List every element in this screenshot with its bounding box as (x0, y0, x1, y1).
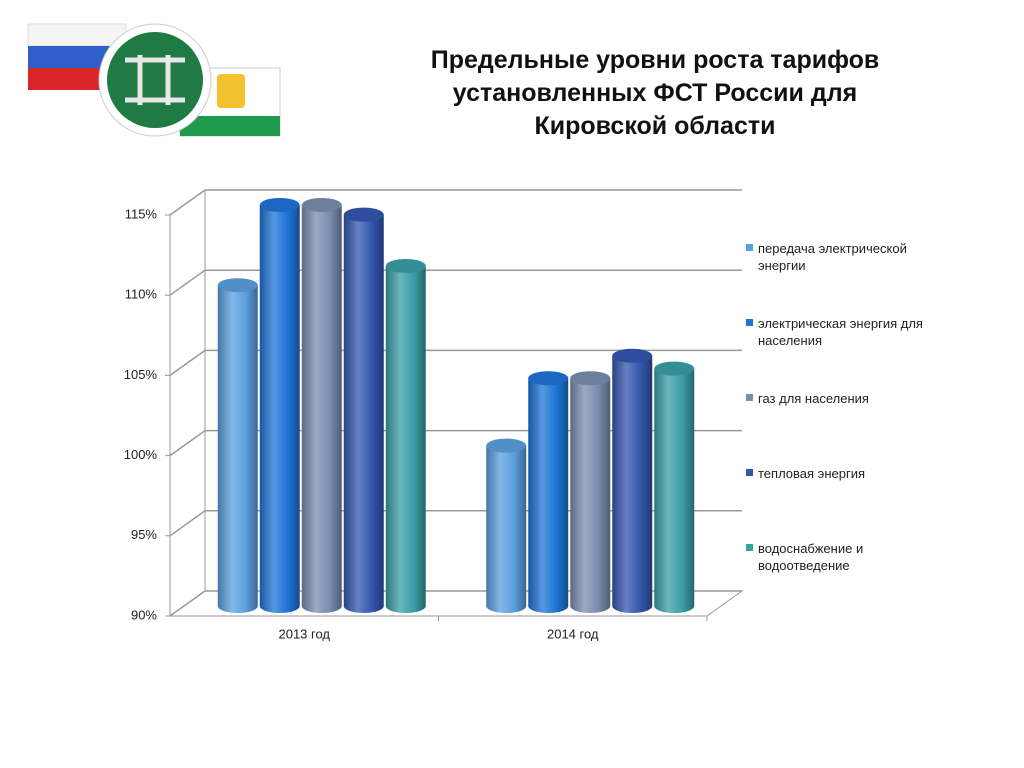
bar (528, 371, 569, 613)
bar (486, 438, 527, 613)
logo-circle (107, 32, 203, 128)
bar-body (528, 378, 569, 606)
legend-label: электрическая энергия для населения (758, 316, 923, 348)
bar-top (343, 207, 384, 222)
bar (259, 198, 300, 613)
bar-top (570, 371, 611, 386)
flag-white (27, 23, 127, 47)
bar-body (654, 368, 695, 606)
legend-swatch (746, 544, 753, 551)
logo (27, 23, 281, 137)
grid-line (169, 349, 742, 377)
legend-label: газ для населения (758, 391, 869, 406)
bar-top (654, 361, 695, 376)
bar-base (343, 599, 384, 613)
bar-body (612, 355, 653, 606)
bar-body (486, 445, 527, 606)
legend-label: тепловая энергия (758, 466, 865, 481)
y-tick-label: 95% (131, 527, 157, 542)
bar-body (259, 205, 300, 606)
chart-title: Предельные уровни роста тарифов установл… (430, 46, 880, 140)
bar-base (217, 599, 258, 613)
bar-top (301, 198, 342, 212)
y-tick-label: 110% (125, 287, 158, 302)
x-tick-label: 2013 год (278, 626, 330, 641)
y-tick-label: 100% (124, 447, 158, 462)
y-tick-label: 90% (131, 607, 157, 622)
bar-base (570, 599, 611, 613)
legend-swatch (746, 319, 753, 326)
grid-line (169, 189, 742, 216)
bar-body (217, 285, 258, 606)
bar-top (612, 348, 653, 363)
bar (217, 278, 258, 613)
bar-base (528, 599, 569, 613)
bar-body (385, 265, 426, 606)
x-tick-label: 2014 год (547, 626, 599, 641)
bar-top (528, 371, 569, 386)
bar-body (570, 378, 611, 606)
legend-swatch (746, 244, 753, 251)
bar-body (301, 205, 342, 606)
bar-base (259, 599, 300, 613)
bar-top (385, 258, 426, 273)
legend-entry: передача электрической энергии (746, 240, 943, 274)
legend-entry: электрическая энергия для населения (746, 315, 943, 349)
legend-entry: тепловая энергия (746, 465, 943, 482)
coat-of-arms (217, 74, 245, 108)
legend-label: передача электрической энергии (758, 241, 907, 273)
bar-top (486, 438, 527, 453)
legend-label: водоснабжение и водоотведение (758, 541, 864, 573)
legend-entry: водоснабжение и водоотведение (746, 540, 943, 574)
bar-base (301, 599, 342, 613)
bar (301, 198, 342, 613)
y-tick-label: 105% (124, 367, 158, 382)
bar (343, 207, 384, 613)
bar-top (259, 198, 300, 212)
bar-top (217, 278, 258, 293)
bar-base (612, 599, 653, 613)
grid-line (169, 269, 742, 296)
bar-base (385, 599, 426, 613)
legend-entry: газ для населения (746, 390, 943, 407)
bar-base (486, 599, 527, 613)
bar (570, 371, 611, 613)
bar (612, 348, 653, 613)
bar-body (343, 214, 384, 606)
bar-base (654, 599, 695, 613)
bar (654, 361, 695, 613)
bar (385, 258, 426, 613)
legend-swatch (746, 394, 753, 401)
region-flag-green (180, 116, 280, 136)
logo-glyph (125, 55, 185, 105)
legend-swatch (746, 469, 753, 476)
y-tick-label: 115% (125, 206, 158, 221)
